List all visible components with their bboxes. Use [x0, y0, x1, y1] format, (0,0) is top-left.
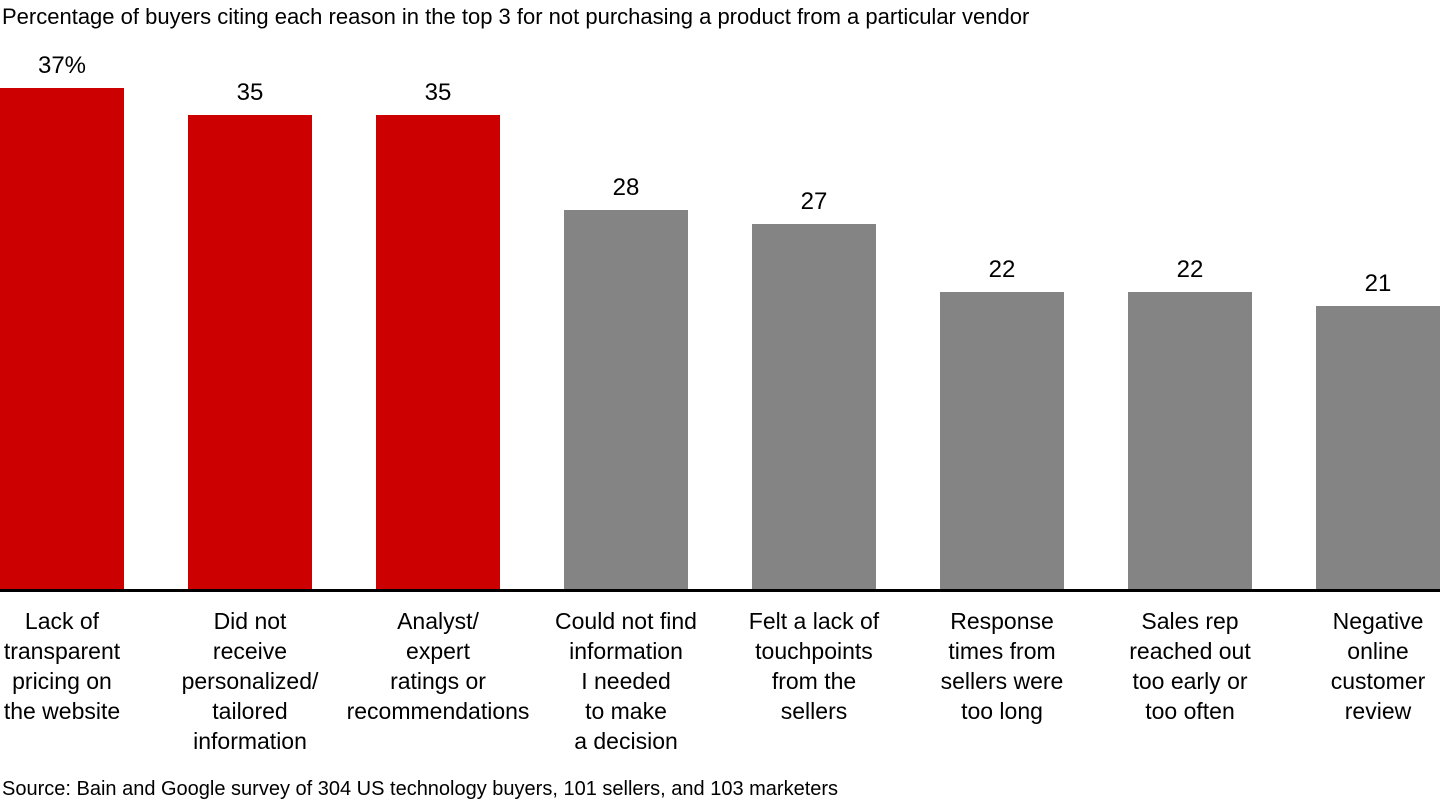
bar-value-label-6: 22: [988, 256, 1016, 283]
bar-2: [188, 115, 312, 591]
bar-4: [564, 210, 688, 591]
category-label-2: Did not receive personalized/ tailored i…: [181, 608, 319, 754]
bar-value-label-5: 27: [800, 188, 828, 215]
bar-column-6: 22: [940, 256, 1064, 591]
bar-column-7: 22: [1128, 256, 1252, 591]
bar-value-label-1: 37%: [37, 52, 87, 79]
bar-column-8: 21: [1316, 270, 1440, 591]
bar-3: [376, 115, 500, 591]
bar-column-5: 27: [752, 188, 876, 591]
category-label-8: Negative online customer review: [1330, 608, 1426, 724]
bar-value-label-2: 35: [236, 79, 264, 106]
category-label-5: Felt a lack of touchpoints from the sell…: [748, 608, 880, 724]
bar-column-4: 28: [564, 174, 688, 591]
category-label-4: Could not find information I needed to m…: [555, 608, 697, 754]
category-label-3: Analyst/ expert ratings or recommendatio…: [346, 608, 530, 724]
bar-value-label-8: 21: [1364, 270, 1392, 297]
bar-value-label-4: 28: [612, 174, 640, 201]
source-note: Source: Bain and Google survey of 304 US…: [2, 778, 839, 800]
chart-title: Percentage of buyers citing each reason …: [2, 4, 1030, 29]
bar-column-3: 35: [376, 79, 500, 591]
category-labels: Lack of transparent pricing on the websi…: [0, 606, 1440, 766]
bar-6: [940, 292, 1064, 591]
x-axis-line: [0, 589, 1440, 592]
bar-8: [1316, 306, 1440, 591]
bar-value-label-7: 22: [1176, 256, 1204, 283]
category-label-1: Lack of transparent pricing on the websi…: [3, 608, 121, 724]
bar-column-2: 35: [188, 79, 312, 591]
bar-value-label-3: 35: [424, 79, 452, 106]
plot-area: 37% 35 35 28 27 22 22 21: [0, 52, 1440, 591]
bar-5: [752, 224, 876, 591]
bar-column-1: 37%: [0, 52, 124, 591]
bar-7: [1128, 292, 1252, 591]
bar-1: [0, 88, 124, 591]
category-label-7: Sales rep reached out too early or too o…: [1129, 608, 1251, 724]
category-label-6: Response times from sellers were too lon…: [940, 608, 1064, 724]
